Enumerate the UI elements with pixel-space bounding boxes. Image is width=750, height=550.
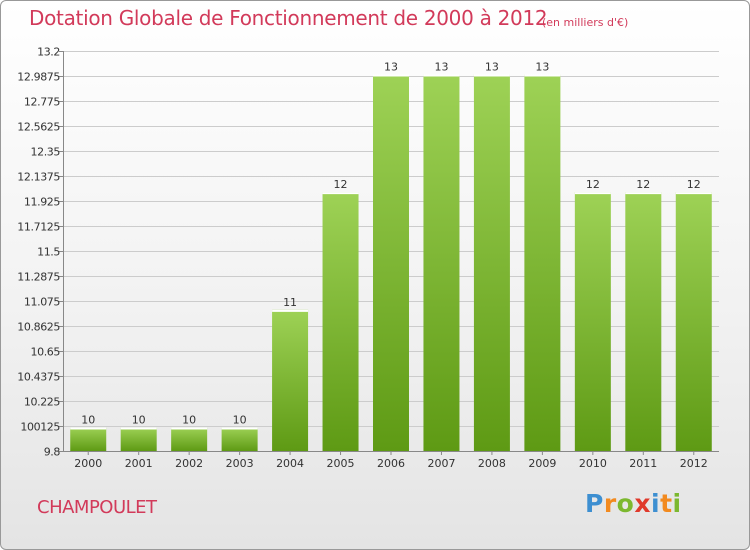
value-label: 10 [132, 413, 146, 426]
value-label: 13 [434, 61, 448, 74]
x-tick-label: 2006 [377, 457, 405, 470]
y-tick-label: 12.9875 [17, 71, 60, 84]
bar [473, 74, 510, 451]
bar [524, 74, 561, 451]
bar [322, 192, 359, 452]
x-tick-label: 2004 [276, 457, 304, 470]
y-tick-labels: 9.8 100125 10.225 10.4375 10.65 10.8625 11.075… [17, 46, 61, 459]
x-tick-label: 2008 [478, 457, 506, 470]
x-tick-labels: 2000 2001 2002 2003 2004 2005 2006 2007 2008 2009… [74, 457, 708, 470]
x-tick-label: 2011 [629, 457, 657, 470]
y-tick-label: 100125 [20, 421, 60, 434]
bar [70, 427, 107, 451]
value-label: 10 [182, 413, 196, 426]
value-label: 11 [283, 296, 297, 309]
x-tick-label: 2009 [528, 457, 556, 470]
bars [70, 74, 712, 452]
x-tick-label: 2007 [427, 457, 455, 470]
y-tick-label: 11.2875 [17, 271, 60, 284]
y-tick-label: 11.925 [24, 196, 60, 209]
y-tick-label: 10.8625 [17, 321, 60, 334]
value-label: 12 [636, 178, 650, 191]
bar [120, 427, 157, 451]
axes [59, 51, 719, 455]
x-tick-label: 2001 [125, 457, 153, 470]
bar [423, 74, 460, 451]
bar [574, 192, 611, 452]
y-tick-label: 12.1375 [17, 171, 60, 184]
bar [221, 427, 258, 451]
value-label: 10 [233, 413, 247, 426]
value-label: 13 [485, 61, 499, 74]
y-tick-label: 13.2 [37, 46, 60, 59]
value-label: 13 [384, 61, 398, 74]
y-tick-label: 11.5 [37, 246, 60, 259]
chart-unit-note: (en milliers d'€) [542, 16, 629, 29]
y-tick-label: 11.7125 [17, 221, 60, 234]
y-tick-label: 10.4375 [17, 371, 60, 384]
value-label: 12 [687, 178, 701, 191]
value-label: 13 [535, 61, 549, 74]
x-tick-label: 2003 [226, 457, 254, 470]
x-tick-label: 2002 [175, 457, 203, 470]
y-tick-label: 9.8 [44, 446, 61, 459]
value-labels: 10 10 10 10 11 12 13 13 13 13 12 12 12 [81, 61, 701, 427]
commune-name: CHAMPOULET [37, 497, 157, 518]
bar [373, 74, 409, 451]
proxiti-logo: Proxiti [585, 489, 682, 518]
y-tick-label: 10.225 [24, 396, 60, 409]
y-tick-label: 11.075 [24, 296, 60, 309]
y-tick-label: 12.775 [24, 96, 60, 109]
y-tick-label: 12.5625 [17, 121, 60, 134]
value-label: 12 [334, 178, 348, 191]
bar [625, 192, 662, 452]
bar [675, 192, 712, 452]
bar [272, 309, 309, 451]
x-tick-label: 2000 [74, 457, 102, 470]
value-label: 12 [586, 178, 600, 191]
value-label: 10 [81, 413, 95, 426]
x-tick-label: 2012 [680, 457, 708, 470]
x-tick-label: 2005 [327, 457, 355, 470]
y-tick-label: 12.35 [31, 146, 61, 159]
y-tick-label: 10.65 [31, 346, 61, 359]
x-tick-label: 2010 [579, 457, 607, 470]
chart-title: Dotation Globale de Fonctionnement de 20… [29, 6, 548, 30]
bar [171, 427, 208, 451]
